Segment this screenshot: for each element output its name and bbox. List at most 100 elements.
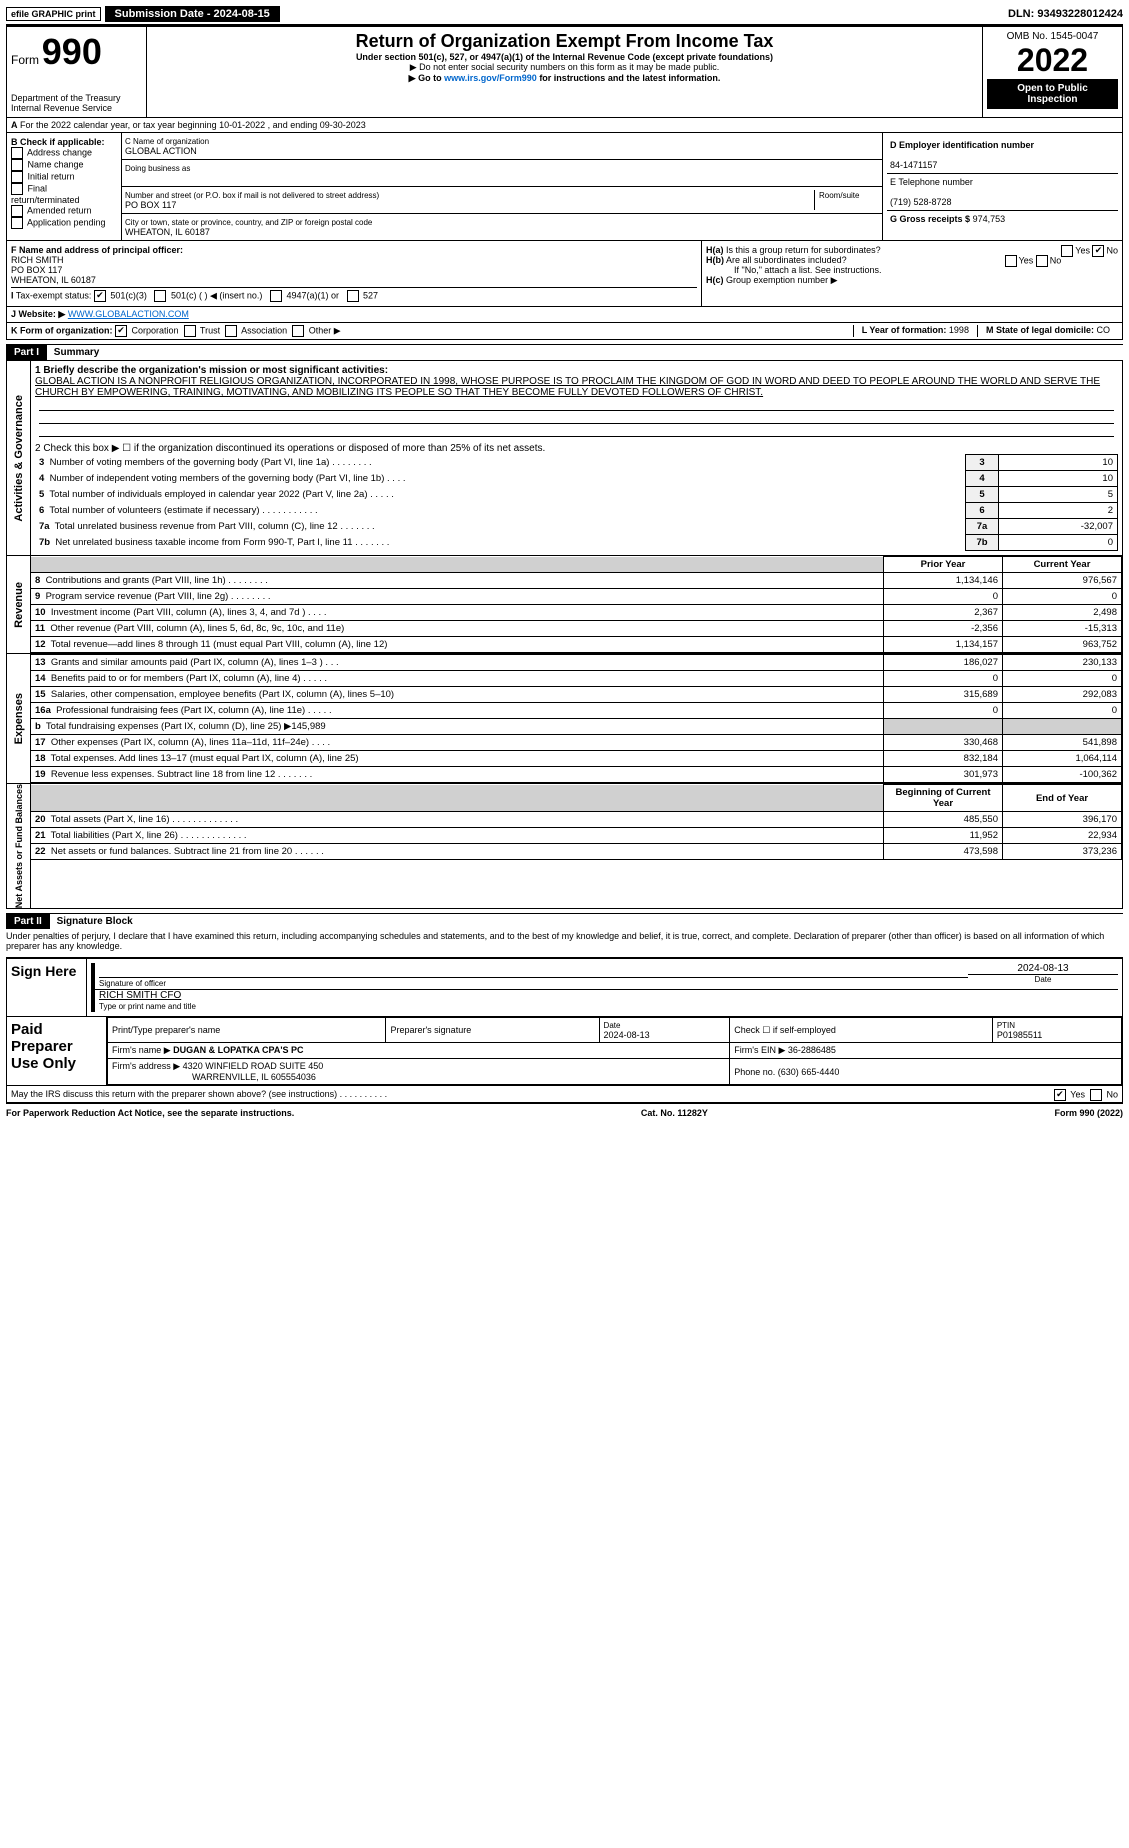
declaration: Under penalties of perjury, I declare th… <box>6 929 1123 953</box>
rev-table: Prior YearCurrent Year8 Contributions an… <box>31 556 1122 653</box>
b-option: Address change <box>11 147 117 159</box>
irs-link[interactable]: www.irs.gov/Form990 <box>444 73 537 83</box>
sig-date: 2024-08-13 <box>1017 963 1068 974</box>
state-domicile: CO <box>1097 325 1111 335</box>
line-j: J Website: ▶ WWW.GLOBALACTION.COM <box>6 307 1123 323</box>
efile-label: efile GRAPHIC print <box>6 7 101 21</box>
table-row: 15 Salaries, other compensation, employe… <box>31 687 1122 703</box>
netassets-block: Net Assets or Fund Balances Beginning of… <box>6 784 1123 909</box>
line-k-l-m: K Form of organization: Corporation Trus… <box>6 323 1123 340</box>
d-label: D Employer identification number <box>890 140 1034 150</box>
checkbox-501c3[interactable] <box>94 290 106 302</box>
revenue-block: Revenue Prior YearCurrent Year8 Contribu… <box>6 556 1123 654</box>
l-label: L Year of formation: <box>862 325 947 335</box>
dln: DLN: 93493228012424 <box>1008 8 1123 20</box>
entity-info: B Check if applicable: Address change Na… <box>6 133 1123 241</box>
ha-no[interactable] <box>1092 245 1104 257</box>
checkbox-527[interactable] <box>347 290 359 302</box>
table-row: 10 Investment income (Part VIII, column … <box>31 605 1122 621</box>
table-row: 12 Total revenue—add lines 8 through 11 … <box>31 637 1122 653</box>
k-trust[interactable] <box>184 325 196 337</box>
i-label: Tax-exempt status: <box>16 290 92 300</box>
dept-label: Department of the Treasury <box>11 93 121 103</box>
k-assoc[interactable] <box>225 325 237 337</box>
exp-vlabel: Expenses <box>13 693 25 744</box>
part1-title: Summary <box>54 347 100 358</box>
addr-label: Number and street (or P.O. box if mail i… <box>125 191 379 200</box>
firm-name: DUGAN & LOPATKA CPA'S PC <box>173 1045 303 1055</box>
part1-header: Part I <box>6 345 47 360</box>
k-corp[interactable] <box>115 325 127 337</box>
rev-vlabel: Revenue <box>13 582 25 628</box>
table-row: 22 Net assets or fund balances. Subtract… <box>31 844 1122 860</box>
submission-date-button[interactable]: Submission Date - 2024-08-15 <box>105 6 280 22</box>
part2-title: Signature Block <box>57 916 133 927</box>
table-row: 6 Total number of volunteers (estimate i… <box>35 503 1118 519</box>
c-label: C Name of organization <box>125 137 209 146</box>
officer-addr2: WHEATON, IL 60187 <box>11 275 96 285</box>
b-option: Application pending <box>11 217 117 229</box>
table-row: 18 Total expenses. Add lines 13–17 (must… <box>31 751 1122 767</box>
discuss-no[interactable] <box>1090 1089 1102 1101</box>
org-name: GLOBAL ACTION <box>125 146 197 156</box>
mission-text: GLOBAL ACTION IS A NONPROFIT RELIGIOUS O… <box>35 376 1118 398</box>
form-prefix: Form <box>11 53 39 67</box>
signature-block: Sign Here Signature of officer 2024-08-1… <box>6 957 1123 1103</box>
officer-name: RICH SMITH <box>11 255 64 265</box>
dba-label: Doing business as <box>125 164 190 173</box>
note-ssn: ▶ Do not enter social security numbers o… <box>151 62 978 73</box>
table-row: 7b Net unrelated business taxable income… <box>35 535 1118 551</box>
mission-label: 1 Briefly describe the organization's mi… <box>35 365 1118 376</box>
preparer-label: Paid Preparer Use Only <box>7 1017 107 1085</box>
b-label: B Check if applicable: <box>11 137 117 147</box>
irs-label: Internal Revenue Service <box>11 103 112 113</box>
officer-printed: RICH SMITH CFO <box>99 990 181 1001</box>
printed-label: Type or print name and title <box>99 1002 196 1011</box>
checkbox-501c[interactable] <box>154 290 166 302</box>
officer-h-block: F Name and address of principal officer:… <box>6 241 1123 307</box>
line-a: A For the 2022 calendar year, or tax yea… <box>6 118 1123 133</box>
expenses-block: Expenses 13 Grants and similar amounts p… <box>6 654 1123 784</box>
ha-label: Is this a group return for subordinates? <box>726 245 881 255</box>
street-address: PO BOX 117 <box>125 200 176 210</box>
year-formation: 1998 <box>949 325 969 335</box>
phone: (719) 528-8728 <box>890 197 952 207</box>
form-header: Form 990 Department of the Treasury Inte… <box>6 26 1123 118</box>
table-row: 17 Other expenses (Part IX, column (A), … <box>31 735 1122 751</box>
website-link[interactable]: WWW.GLOBALACTION.COM <box>68 309 189 319</box>
hb-no[interactable] <box>1036 255 1048 267</box>
table-row: 14 Benefits paid to or for members (Part… <box>31 671 1122 687</box>
form-title: Return of Organization Exempt From Incom… <box>151 31 978 52</box>
city-state-zip: WHEATON, IL 60187 <box>125 227 210 237</box>
open-public: Open to Public Inspection <box>987 79 1118 109</box>
g-label: G Gross receipts $ <box>890 214 970 224</box>
k-other[interactable] <box>292 325 304 337</box>
firm-phone: (630) 665-4440 <box>778 1067 840 1077</box>
omb: OMB No. 1545-0047 <box>987 31 1118 42</box>
f-label: F Name and address of principal officer: <box>11 245 183 255</box>
b-option: Initial return <box>11 171 117 183</box>
table-row: 4 Number of independent voting members o… <box>35 471 1118 487</box>
table-row: 8 Contributions and grants (Part VIII, l… <box>31 573 1122 589</box>
hb-yes[interactable] <box>1005 255 1017 267</box>
b-option: Amended return <box>11 205 117 217</box>
j-label: Website: ▶ <box>19 309 66 319</box>
checkbox-4947[interactable] <box>270 290 282 302</box>
table-row: 21 Total liabilities (Part X, line 26) .… <box>31 828 1122 844</box>
sign-here-label: Sign Here <box>7 959 87 1016</box>
m-label: M State of legal domicile: <box>986 325 1094 335</box>
top-bar: efile GRAPHIC print Submission Date - 20… <box>6 6 1123 26</box>
discuss-label: May the IRS discuss this return with the… <box>11 1089 387 1099</box>
discuss-yes[interactable] <box>1054 1089 1066 1101</box>
form-subtitle: Under section 501(c), 527, or 4947(a)(1)… <box>151 52 978 62</box>
net-table: Beginning of Current YearEnd of Year20 T… <box>31 784 1122 860</box>
firm-addr1: 4320 WINFIELD ROAD SUITE 450 <box>183 1061 324 1071</box>
ha-yes[interactable] <box>1061 245 1073 257</box>
table-row: 5 Total number of individuals employed i… <box>35 487 1118 503</box>
foot-left: For Paperwork Reduction Act Notice, see … <box>6 1108 294 1118</box>
hb-label: Are all subordinates included? <box>726 255 847 265</box>
gross-receipts: 974,753 <box>973 214 1006 224</box>
officer-addr1: PO BOX 117 <box>11 265 62 275</box>
gov-vlabel: Activities & Governance <box>13 395 25 522</box>
part2-header: Part II <box>6 914 50 929</box>
